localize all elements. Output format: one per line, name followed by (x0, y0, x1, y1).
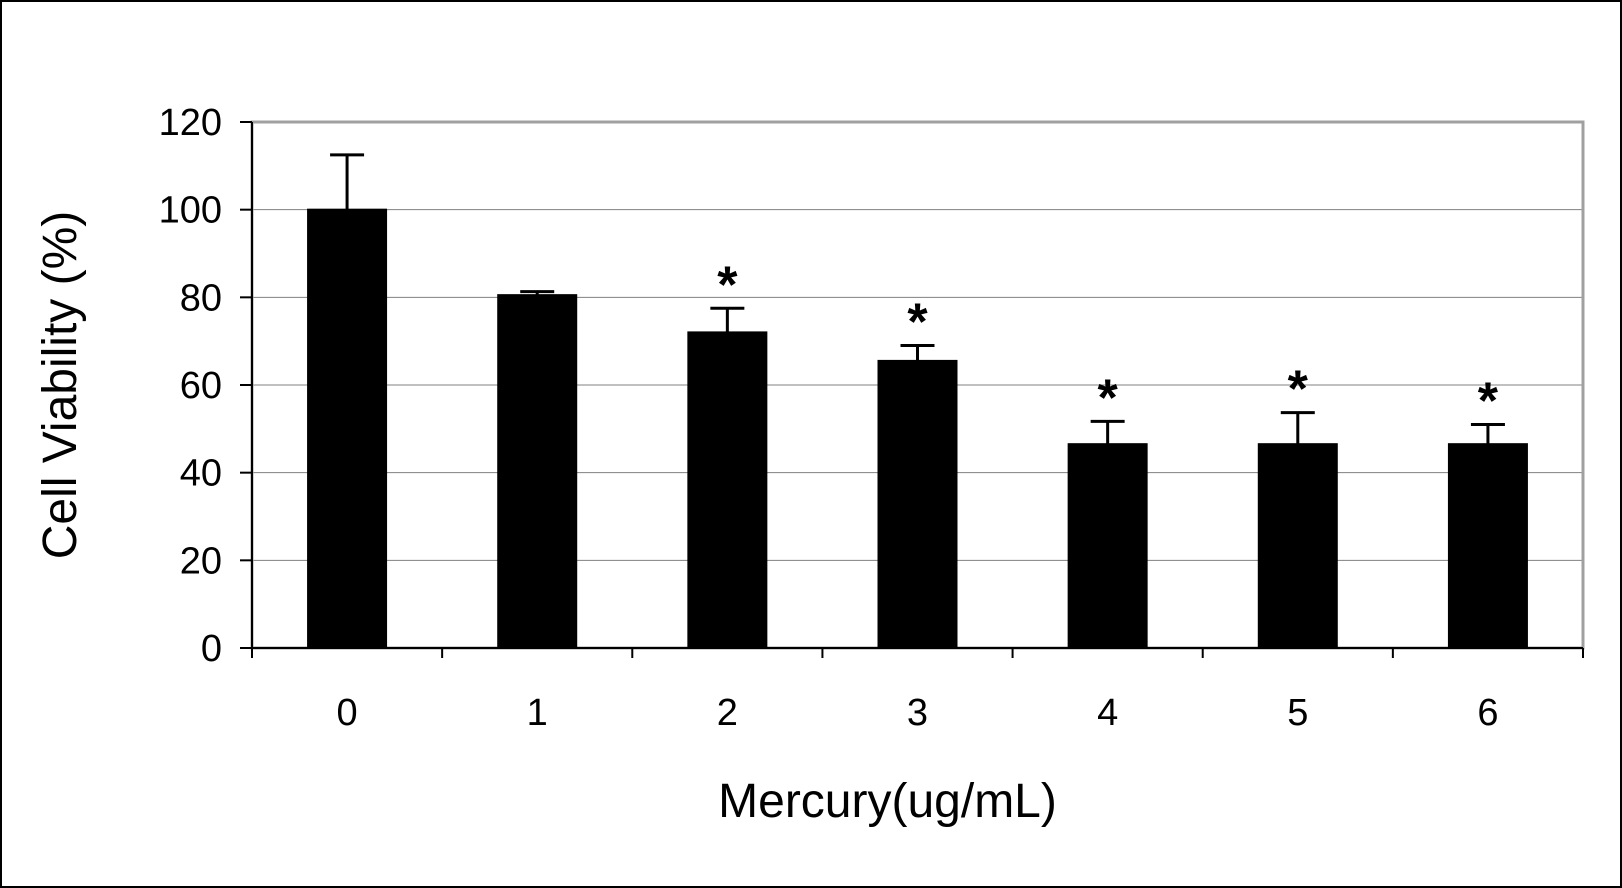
x-tick-label: 6 (1477, 692, 1498, 734)
bar (877, 359, 958, 649)
bar (1067, 443, 1148, 649)
bar (1257, 443, 1338, 649)
x-tick-label: 1 (527, 692, 548, 734)
y-tick-label: 40 (180, 453, 222, 495)
axes (240, 121, 1584, 658)
tick-labels: 0 20 40 60 80 100 120 0 1 * 2 * 3 * 4 * 5 * 6 (159, 102, 1499, 734)
y-tick-label: 60 (180, 365, 222, 407)
significance-marker: * (1098, 369, 1119, 427)
y-tick-label: 20 (180, 540, 222, 582)
significance-marker: * (1478, 372, 1499, 430)
significance-marker: * (717, 256, 738, 314)
bar (497, 294, 578, 649)
significance-marker: * (907, 294, 928, 352)
y-tick-label: 80 (180, 277, 222, 319)
x-tick-label: 0 (337, 692, 358, 734)
x-tick-label: 5 (1287, 692, 1308, 734)
bars (307, 153, 1528, 650)
x-tick-label: 4 (1097, 692, 1118, 734)
bar (307, 208, 388, 650)
bar (687, 331, 768, 649)
y-tick-label: 0 (201, 628, 222, 670)
x-tick-label: 2 (717, 692, 738, 734)
y-axis-title: Cell Viability (%) (34, 211, 87, 560)
y-tick-label: 120 (159, 102, 222, 144)
significance-marker: * (1288, 361, 1309, 419)
bar (1447, 443, 1528, 649)
y-tick-label: 100 (159, 190, 222, 232)
x-axis-title: Mercury(ug/mL) (718, 775, 1057, 828)
x-tick-label: 3 (907, 692, 928, 734)
